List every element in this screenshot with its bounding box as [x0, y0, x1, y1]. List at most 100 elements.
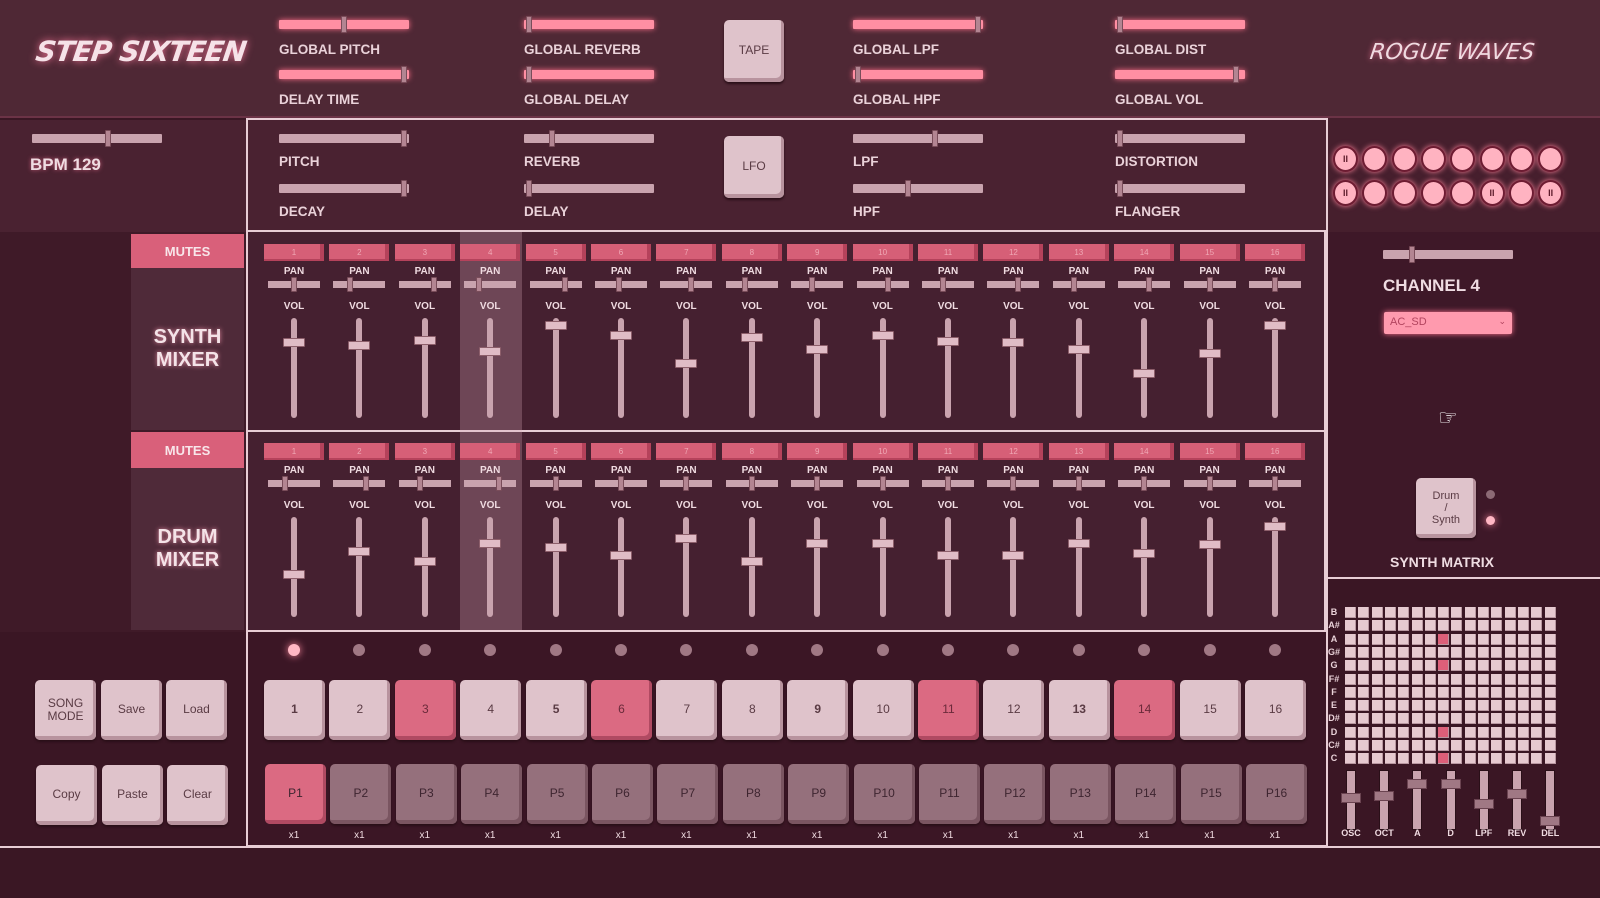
pattern-multiplier[interactable]: x1 — [288, 830, 300, 841]
lfo-step-button[interactable] — [1450, 146, 1476, 172]
mute-button-1[interactable]: 1 — [264, 244, 324, 261]
pattern-button-p2[interactable]: P2 — [330, 764, 392, 824]
matrix-cell[interactable] — [1504, 726, 1516, 738]
fx-slider-5[interactable] — [853, 180, 983, 197]
matrix-cell[interactable] — [1464, 646, 1476, 658]
matrix-cell[interactable] — [1451, 660, 1463, 672]
matrix-cell[interactable] — [1531, 686, 1543, 698]
vol-fader[interactable] — [479, 318, 502, 418]
vol-fader[interactable] — [348, 318, 371, 418]
vol-fader[interactable] — [413, 517, 436, 617]
pan-slider[interactable] — [595, 476, 647, 491]
lfo-step-button[interactable]: II — [1333, 146, 1358, 172]
pattern-button-p7[interactable]: P7 — [657, 764, 719, 824]
matrix-cell[interactable] — [1464, 713, 1476, 725]
matrix-cell[interactable] — [1517, 713, 1529, 725]
load-button[interactable]: Load — [166, 680, 227, 740]
synth-param-fader-d[interactable] — [1440, 770, 1461, 830]
matrix-cell[interactable] — [1517, 633, 1529, 645]
matrix-cell[interactable] — [1398, 673, 1410, 685]
matrix-cell[interactable] — [1384, 726, 1396, 738]
matrix-cell[interactable] — [1438, 753, 1450, 765]
matrix-cell[interactable] — [1544, 620, 1556, 632]
matrix-cell[interactable] — [1504, 686, 1516, 698]
pattern-button-p9[interactable]: P9 — [788, 764, 850, 824]
mute-button-7[interactable]: 7 — [656, 443, 717, 460]
pattern-multiplier[interactable]: x1 — [681, 830, 692, 841]
pattern-multiplier[interactable]: x1 — [615, 830, 627, 841]
matrix-cell[interactable] — [1531, 620, 1543, 632]
matrix-cell[interactable] — [1424, 753, 1436, 765]
fx-slider-3[interactable] — [524, 180, 654, 197]
tape-button[interactable]: TAPE — [724, 20, 784, 82]
mute-button-4[interactable]: 4 — [460, 443, 521, 460]
vol-fader[interactable] — [806, 517, 829, 617]
pan-slider[interactable] — [856, 476, 909, 491]
matrix-cell[interactable] — [1451, 620, 1463, 632]
pan-slider[interactable] — [398, 277, 451, 292]
matrix-cell[interactable] — [1438, 633, 1450, 645]
matrix-cell[interactable] — [1531, 646, 1543, 658]
vol-fader[interactable] — [1133, 318, 1156, 418]
pattern-multiplier[interactable]: x1 — [1138, 830, 1150, 841]
matrix-cell[interactable] — [1451, 673, 1463, 685]
matrix-cell[interactable] — [1438, 660, 1450, 672]
matrix-cell[interactable] — [1504, 700, 1516, 712]
matrix-cell[interactable] — [1345, 673, 1356, 685]
matrix-cell[interactable] — [1491, 673, 1503, 685]
matrix-cell[interactable] — [1464, 700, 1476, 712]
matrix-cell[interactable] — [1411, 686, 1423, 698]
matrix-cell[interactable] — [1531, 726, 1543, 738]
matrix-cell[interactable] — [1504, 660, 1516, 672]
pattern-button-p11[interactable]: P11 — [919, 764, 980, 824]
matrix-cell[interactable] — [1478, 740, 1489, 751]
mute-button-14[interactable]: 14 — [1114, 443, 1175, 460]
pan-slider[interactable] — [725, 476, 778, 491]
vol-fader[interactable] — [871, 318, 894, 418]
matrix-cell[interactable] — [1504, 607, 1516, 618]
vol-fader[interactable] — [413, 318, 436, 418]
mute-button-6[interactable]: 6 — [591, 244, 651, 261]
global-slider-0[interactable] — [279, 16, 409, 33]
matrix-cell[interactable] — [1424, 646, 1436, 658]
matrix-cell[interactable] — [1478, 726, 1489, 738]
step-button-3[interactable]: 3 — [394, 680, 456, 740]
vol-fader[interactable] — [675, 318, 698, 418]
matrix-cell[interactable] — [1491, 660, 1503, 672]
pan-slider[interactable] — [1183, 277, 1236, 292]
matrix-cell[interactable] — [1398, 700, 1410, 712]
matrix-cell[interactable] — [1464, 740, 1476, 751]
save-button[interactable]: Save — [101, 680, 162, 740]
matrix-cell[interactable] — [1384, 686, 1396, 698]
matrix-cell[interactable] — [1345, 607, 1356, 618]
matrix-cell[interactable] — [1451, 713, 1463, 725]
step-button-12[interactable]: 12 — [983, 680, 1045, 740]
matrix-cell[interactable] — [1451, 633, 1463, 645]
step-button-15[interactable]: 15 — [1179, 680, 1241, 740]
matrix-cell[interactable] — [1491, 740, 1503, 751]
matrix-cell[interactable] — [1531, 607, 1543, 618]
matrix-cell[interactable] — [1398, 740, 1410, 751]
pan-slider[interactable] — [660, 277, 713, 292]
step-button-16[interactable]: 16 — [1245, 680, 1306, 740]
global-slider-5[interactable] — [853, 66, 983, 83]
lfo-step-button[interactable] — [1420, 180, 1446, 206]
pattern-multiplier[interactable]: x1 — [746, 830, 758, 841]
synth-param-fader-del[interactable] — [1540, 770, 1561, 830]
matrix-cell[interactable] — [1451, 726, 1463, 738]
mute-button-15[interactable]: 15 — [1179, 443, 1240, 460]
matrix-cell[interactable] — [1384, 673, 1396, 685]
vol-fader[interactable] — [544, 318, 567, 418]
pan-slider[interactable] — [791, 476, 844, 491]
matrix-cell[interactable] — [1358, 673, 1370, 685]
mute-button-2[interactable]: 2 — [329, 443, 390, 460]
matrix-cell[interactable] — [1371, 646, 1383, 658]
pattern-button-p15[interactable]: P15 — [1180, 764, 1242, 824]
matrix-cell[interactable] — [1411, 620, 1423, 632]
pan-slider[interactable] — [1118, 476, 1171, 491]
pan-slider[interactable] — [333, 476, 386, 491]
mute-button-6[interactable]: 6 — [591, 443, 651, 460]
matrix-cell[interactable] — [1358, 620, 1370, 632]
pan-slider[interactable] — [922, 476, 974, 491]
matrix-cell[interactable] — [1504, 713, 1516, 725]
